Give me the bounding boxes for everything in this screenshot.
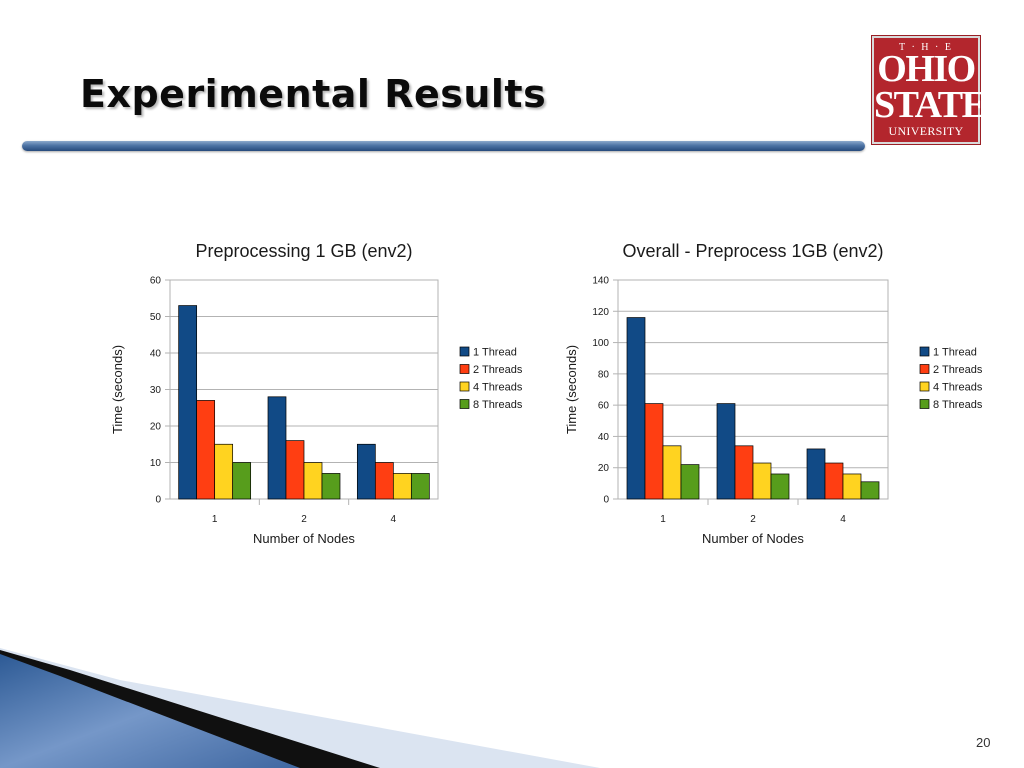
y-tick-label: 30 — [150, 385, 162, 396]
decorative-swoosh — [0, 648, 600, 768]
y-tick-label: 120 — [592, 307, 609, 318]
bar — [680, 464, 700, 500]
x-tick-label: 1 — [660, 514, 666, 525]
y-tick-label: 20 — [150, 422, 162, 433]
bar — [285, 440, 305, 500]
bar — [214, 443, 234, 500]
legend-swatch — [459, 364, 470, 374]
legend-swatch — [459, 346, 470, 357]
x-axis-label: Number of Nodes — [253, 531, 355, 546]
bar — [716, 403, 736, 500]
logo-line-the: T · H · E — [899, 42, 953, 53]
legend-swatch — [459, 381, 470, 392]
y-tick-label: 140 — [592, 276, 609, 287]
bar — [626, 317, 646, 500]
bar — [374, 462, 394, 500]
ohio-state-logo: T · H · E OHIO STATE UNIVERSITY — [872, 36, 987, 144]
y-axis-label: Time (seconds) — [564, 345, 579, 434]
bar — [410, 473, 430, 500]
bar — [303, 462, 323, 500]
x-tick-label: 2 — [750, 514, 756, 525]
bar — [842, 473, 862, 500]
x-tick-label: 1 — [212, 514, 218, 525]
y-tick-label: 10 — [150, 458, 162, 469]
y-tick-label: 60 — [150, 276, 162, 287]
chart-title: Overall - Preprocess 1GB (env2) — [622, 241, 883, 261]
legend-label: 2 Threads — [473, 364, 523, 376]
bar — [267, 396, 287, 500]
y-tick-label: 40 — [150, 349, 162, 360]
bar — [232, 462, 252, 500]
bar — [824, 462, 844, 500]
legend-swatch — [459, 399, 470, 409]
bar — [770, 473, 790, 500]
x-tick-label: 4 — [840, 514, 846, 525]
legend-swatch — [919, 346, 930, 357]
logo-line-ohio: OHIO — [877, 48, 976, 90]
bar — [178, 305, 198, 500]
slide-title: Experimental Results — [80, 72, 547, 116]
bar — [662, 445, 682, 500]
bar — [196, 400, 216, 500]
preprocessing-chart: 0 10 20 30 40 50 60 1 2 4 Preprocessing 1 GB (env2… — [110, 241, 523, 546]
legend-label: 8 Threads — [933, 399, 983, 411]
logo-line-university: UNIVERSITY — [888, 124, 964, 138]
y-tick-label: 60 — [598, 401, 610, 412]
bar — [806, 448, 826, 500]
bar — [644, 403, 664, 500]
title-underline — [22, 141, 865, 151]
page-number: 20 — [976, 735, 991, 750]
bar — [392, 473, 412, 500]
y-tick-label: 50 — [150, 312, 162, 323]
legend-label: 2 Threads — [933, 364, 983, 376]
y-tick-label: 100 — [592, 338, 609, 349]
legend-swatch — [919, 364, 930, 374]
legend-label: 1 Thread — [473, 347, 517, 359]
bar — [734, 445, 754, 500]
bar — [356, 443, 376, 500]
y-tick-label: 80 — [598, 369, 610, 380]
logo-line-state: STATE — [874, 84, 987, 126]
x-tick-label: 2 — [301, 514, 307, 525]
legend-swatch — [919, 381, 930, 392]
y-tick-label: 40 — [598, 432, 610, 443]
x-axis-label: Number of Nodes — [702, 531, 804, 546]
legend-label: 8 Threads — [473, 399, 523, 411]
bar — [752, 462, 772, 500]
legend-label: 4 Threads — [933, 382, 983, 394]
legend-label: 1 Thread — [933, 347, 977, 359]
bar — [860, 481, 880, 500]
y-axis-label: Time (seconds) — [110, 345, 125, 434]
x-tick-label: 4 — [391, 514, 397, 525]
bar — [321, 473, 341, 500]
y-tick-label: 0 — [603, 495, 609, 506]
overall-chart: 0 20 40 60 80 100 120 140 1 2 4 Overall - Preproces… — [564, 241, 983, 546]
chart-title: Preprocessing 1 GB (env2) — [195, 241, 412, 261]
legend-label: 4 Threads — [473, 382, 523, 394]
y-tick-label: 20 — [598, 463, 610, 474]
y-tick-label: 0 — [155, 495, 161, 506]
legend-swatch — [919, 399, 930, 409]
